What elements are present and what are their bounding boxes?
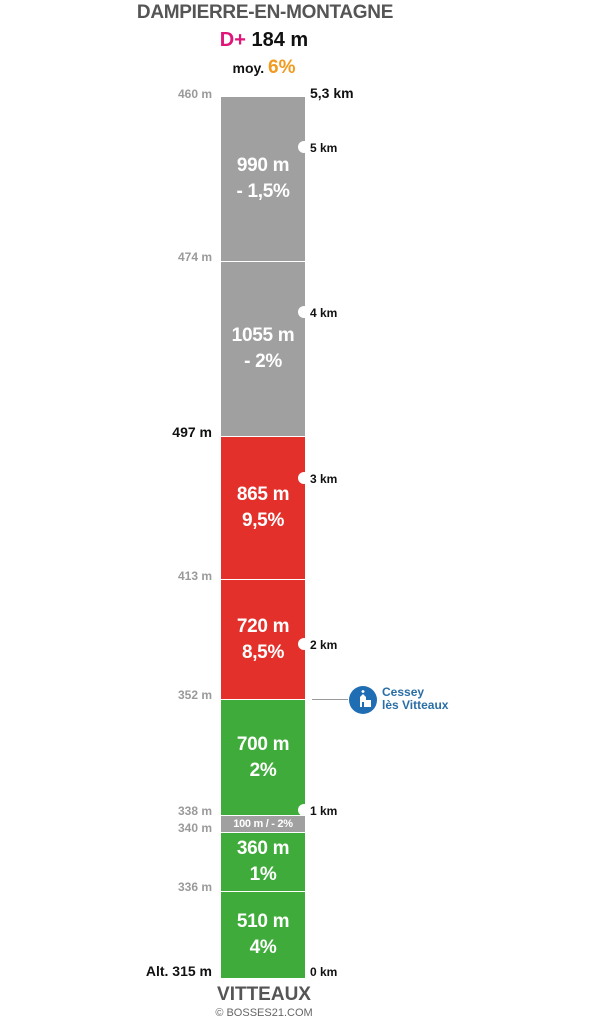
km-label: 1 km — [310, 804, 338, 818]
avg-value: 6% — [268, 57, 296, 78]
avg-label: moy. — [232, 60, 265, 76]
segment-8: 510 m 4% — [221, 892, 305, 978]
segment-length: 510 m — [236, 911, 290, 932]
segment-divider — [221, 579, 305, 580]
summit-name: DAMPIERRE-EN-MONTAGNE — [136, 2, 394, 23]
segment-divider — [221, 891, 305, 892]
km-notch — [298, 306, 310, 318]
segment-divider — [221, 832, 305, 833]
segment-grade: 4% — [249, 937, 277, 958]
start-town-name: VITTEAUX — [217, 984, 311, 1005]
km-label: 2 km — [310, 638, 338, 652]
village-leader-line — [312, 699, 348, 700]
segment-length: 100 m / - 2% — [233, 818, 293, 830]
altitude-label: 352 m — [177, 688, 212, 702]
average-grade: moy. 6% — [0, 57, 528, 79]
segment-length: 720 m — [236, 615, 290, 637]
credit-text: © BOSSES21.COM — [215, 1007, 313, 1019]
altitude-label: 460 m — [177, 87, 212, 101]
altitude-label-start: Alt. 315 m — [145, 963, 212, 979]
segment-3: 865 m 9,5% — [221, 437, 305, 579]
altitude-label: 338 m — [177, 804, 212, 818]
segment-divider — [221, 699, 305, 700]
segment-grade: 9,5% — [241, 510, 285, 531]
km-label: 0 km — [310, 965, 338, 979]
altitude-label: 336 m — [177, 880, 212, 894]
km-label: 4 km — [310, 306, 338, 320]
segment-4: 720 m 8,5% — [221, 580, 305, 699]
segment-length: 360 m — [236, 838, 290, 859]
village-name-line1: Cessey — [382, 685, 425, 699]
km-label: 5 km — [310, 141, 338, 155]
altitude-label: 474 m — [177, 250, 212, 264]
segment-6: 100 m / - 2% — [221, 816, 305, 832]
km-notch — [298, 638, 310, 650]
segment-grade: 1% — [249, 864, 277, 885]
km-notch — [298, 472, 310, 484]
village-name: Cessey lès Vitteaux — [382, 686, 448, 712]
segment-1: 990 m - 1,5% — [221, 97, 305, 261]
dplus-label: D+ — [219, 29, 246, 51]
segment-5: 700 m 2% — [221, 700, 305, 815]
segment-length: 700 m — [236, 733, 290, 755]
segment-grade: - 2% — [244, 351, 282, 372]
altitude-label-peak: 497 m — [172, 424, 212, 440]
segment-length: 990 m — [236, 155, 290, 176]
km-notch — [298, 141, 310, 153]
segment-grade: 8,5% — [241, 641, 285, 663]
altitude-label: 413 m — [177, 569, 212, 583]
segment-divider — [221, 815, 305, 816]
km-label-total: 5,3 km — [310, 85, 354, 101]
segment-length: 865 m — [236, 484, 290, 505]
segment-grade: 2% — [249, 759, 277, 781]
segment-divider — [221, 436, 305, 437]
altitude-label: 340 m — [177, 821, 212, 835]
dplus-value: 184 m — [251, 29, 309, 51]
segment-7: 360 m 1% — [221, 833, 305, 891]
km-notch — [298, 804, 310, 816]
village-name-line2: lès Vitteaux — [382, 698, 449, 712]
segment-divider — [221, 261, 305, 262]
elevation-gain: D+ 184 m — [0, 29, 528, 52]
segment-length: 1055 m — [231, 325, 295, 346]
segment-2: 1055 m - 2% — [221, 262, 305, 436]
segment-grade: - 1,5% — [236, 181, 290, 202]
church-icon — [349, 686, 377, 714]
km-label: 3 km — [310, 472, 338, 486]
